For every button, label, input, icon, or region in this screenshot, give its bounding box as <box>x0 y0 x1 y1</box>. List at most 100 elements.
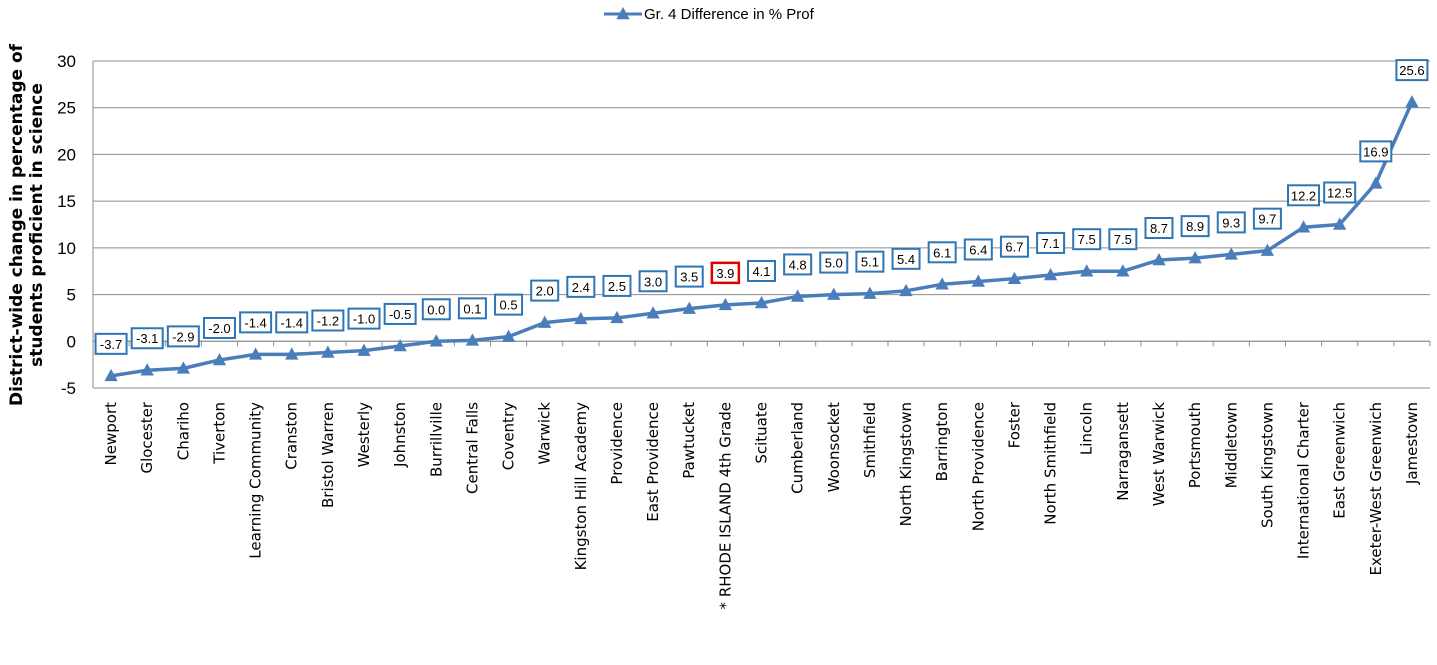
x-tick-label: Central Falls <box>463 402 481 494</box>
x-tick-label: Warwick <box>536 402 554 465</box>
data-label-box <box>347 307 381 330</box>
data-point-marker <box>1080 264 1094 277</box>
data-point-marker <box>754 295 769 309</box>
data-label-text: -2.0 <box>208 321 230 336</box>
data-label-box <box>1287 184 1321 207</box>
data-label-text: 4.8 <box>789 257 807 272</box>
data-label: 4.1 <box>747 259 776 282</box>
data-label: 2.0 <box>530 279 560 302</box>
data-label: 8.9 <box>1180 215 1210 238</box>
x-tick-label: Cranston <box>283 402 301 470</box>
legend: Gr. 4 Difference in % Prof <box>604 6 815 23</box>
data-label: 3.0 <box>638 270 668 293</box>
data-label-text: 25.6 <box>1399 63 1424 78</box>
data-label: 2.5 <box>602 274 632 297</box>
data-label-box <box>494 293 524 316</box>
data-label: 7.5 <box>1072 228 1102 251</box>
x-tick-label: Newport <box>102 402 120 466</box>
data-label: -2.0 <box>202 316 236 339</box>
data-point-marker <box>610 310 624 324</box>
data-point-marker <box>899 283 913 297</box>
data-label-box <box>1216 211 1246 234</box>
x-tick-label: East Greenwich <box>1331 402 1349 519</box>
y-tick-label: 20 <box>57 145 76 164</box>
data-labels: -3.7 -3.1 -2.9 -2.0 -1.4 -1.4 -1.2 -1.0 -0.5 0.0 0… <box>94 59 1429 355</box>
data-point-marker <box>465 333 480 346</box>
data-label-box <box>166 325 200 348</box>
data-label-box <box>1072 228 1102 251</box>
data-label-text: 4.1 <box>752 264 770 279</box>
data-label-box <box>1252 207 1282 230</box>
x-tick-label: Glocester <box>138 401 156 473</box>
data-label: 12.5 <box>1323 181 1357 204</box>
data-label-text: 8.9 <box>1186 219 1204 234</box>
data-label-text: 3.9 <box>716 266 734 281</box>
x-tick-label: Portsmouth <box>1186 402 1204 488</box>
x-tick-label: North Providence <box>969 402 987 531</box>
legend-label: Gr. 4 Difference in % Prof <box>644 6 815 23</box>
data-label-box <box>1108 228 1138 251</box>
data-label-box <box>1180 215 1210 238</box>
x-tick-label: Bristol Warren <box>319 402 337 508</box>
data-point-marker <box>1260 243 1275 256</box>
data-label-box <box>202 316 236 339</box>
data-label-text: 0.0 <box>427 302 445 317</box>
data-label-box <box>1323 181 1357 204</box>
data-label-box <box>421 298 451 321</box>
x-tick-label: Learning Community <box>247 402 265 559</box>
data-point-marker <box>1007 271 1022 284</box>
data-point-marker <box>682 301 696 314</box>
data-point-marker <box>104 368 118 382</box>
y-axis-title: District-wide change in percentage ofstu… <box>7 43 47 406</box>
y-axis-label: District-wide change in percentage ofstu… <box>7 43 47 406</box>
data-label-text: 16.9 <box>1363 144 1388 159</box>
data-label: 6.7 <box>999 235 1029 258</box>
x-tick-label: Chariho <box>174 402 192 460</box>
data-label-text: 0.5 <box>500 298 518 313</box>
data-label-text: 2.4 <box>572 280 590 295</box>
data-label: 7.5 <box>1108 228 1138 251</box>
data-label-text: 12.2 <box>1291 188 1316 203</box>
data-label-text: 5.0 <box>825 256 843 271</box>
x-tick-label: * RHODE ISLAND 4th Grade <box>716 402 734 609</box>
x-tick-label: West Warwick <box>1150 402 1168 507</box>
data-point-marker <box>790 289 805 302</box>
legend-triangle-marker <box>616 7 630 20</box>
x-tick-label: North Kingstown <box>897 402 915 526</box>
data-label-box <box>457 297 487 320</box>
x-tick-label: South Kingstown <box>1258 402 1276 528</box>
data-label-box <box>530 279 560 302</box>
x-tick-label: Coventry <box>500 402 518 470</box>
data-point-marker <box>140 363 154 376</box>
data-label-box <box>783 253 813 276</box>
data-point-marker <box>1369 176 1383 189</box>
data-label-box <box>710 261 741 285</box>
y-tick-label: 25 <box>57 99 76 118</box>
data-label-box <box>1359 140 1393 163</box>
data-label: 25.6 <box>1395 59 1429 82</box>
x-tick-label: Cumberland <box>789 402 807 494</box>
data-point-marker <box>646 306 660 319</box>
data-label: 0.1 <box>457 297 487 320</box>
data-label: 4.8 <box>783 253 813 276</box>
data-label-box <box>1144 217 1174 240</box>
data-point-marker <box>538 315 552 328</box>
y-tick-label: 0 <box>67 332 76 351</box>
data-label: -1.4 <box>239 311 273 334</box>
x-tick-label: Smithfield <box>861 402 879 478</box>
data-label: -1.0 <box>347 307 381 330</box>
data-label: -1.4 <box>275 311 309 334</box>
data-point-marker <box>321 345 335 358</box>
data-point-marker <box>718 297 733 311</box>
data-point-marker <box>827 287 841 300</box>
data-label-text: 3.0 <box>644 274 662 289</box>
data-label-box <box>383 302 417 325</box>
data-label-text: 12.5 <box>1327 186 1352 201</box>
data-label: -3.7 <box>94 332 128 355</box>
data-label-text: 9.7 <box>1258 212 1276 227</box>
series-gr4-difference <box>104 95 1419 382</box>
data-label-text: 8.7 <box>1150 221 1168 236</box>
x-tick-label: Woonsocket <box>825 402 843 492</box>
data-label-box <box>1036 231 1066 254</box>
